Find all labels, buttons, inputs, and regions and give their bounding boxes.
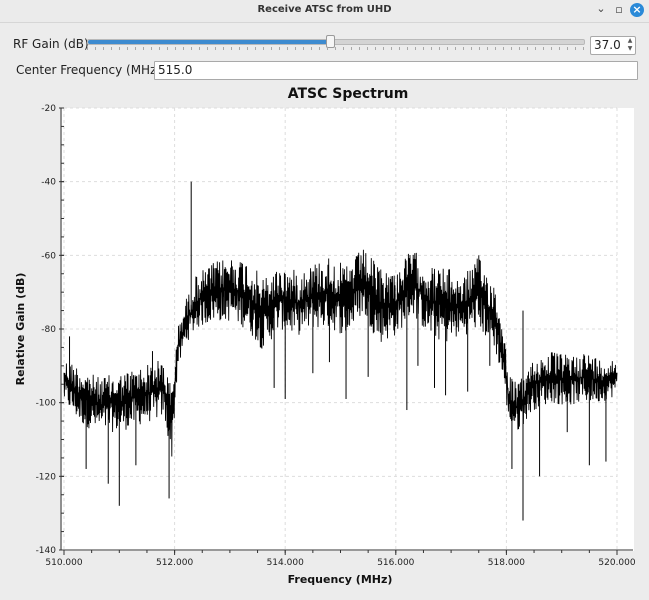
plot-axes: 510.000 512.000 514.000 516.000 518.000 520.0… <box>36 104 636 568</box>
rf-gain-value[interactable]: 37.0 <box>594 38 621 52</box>
y-tick-label: -80 <box>41 325 56 335</box>
window-title: Receive ATSC from UHD <box>257 4 392 15</box>
x-tick-label: 516.000 <box>377 558 414 568</box>
x-tick-label: 510.000 <box>45 558 82 568</box>
y-tick-label: -100 <box>36 399 57 409</box>
title-bar: Receive ATSC from UHD ⌄ ▫ × <box>0 0 649 23</box>
spin-up-icon[interactable]: ▲ <box>627 37 633 44</box>
x-tick-label: 512.000 <box>156 558 193 568</box>
y-tick-label: -60 <box>41 251 56 261</box>
rf-gain-spinbox[interactable]: 37.0 ▲ ▼ <box>590 36 636 55</box>
center-frequency-label: Center Frequency (MHz): <box>16 63 166 77</box>
x-tick-label: 520.000 <box>598 558 635 568</box>
x-tick-label: 514.000 <box>267 558 304 568</box>
chart-title: ATSC Spectrum <box>288 86 409 102</box>
close-icon[interactable]: × <box>630 3 644 17</box>
x-tick-label: 518.000 <box>488 558 525 568</box>
rf-gain-label: RF Gain (dB) <box>13 37 89 51</box>
spin-arrows[interactable]: ▲ ▼ <box>626 37 634 54</box>
x-axis-label: Frequency (MHz) <box>288 573 393 586</box>
spectrum-plot: 510.000 512.000 514.000 516.000 518.000 520.0… <box>14 86 636 586</box>
y-axis-label: Relative Gain (dB) <box>14 273 27 386</box>
rf-gain-slider-fill <box>88 40 332 44</box>
rf-gain-slider[interactable] <box>87 39 585 45</box>
maximize-icon[interactable]: ▫ <box>615 3 623 16</box>
center-frequency-input[interactable]: 515.0 <box>154 61 638 80</box>
rf-gain-slider-ticks <box>87 47 585 50</box>
y-tick-label: -120 <box>36 472 57 482</box>
spectrum-line <box>63 249 618 457</box>
y-tick-label: -20 <box>41 104 56 114</box>
minimize-icon[interactable]: ⌄ <box>596 2 606 15</box>
spectrum-trace <box>63 181 618 521</box>
y-tick-label: -140 <box>36 546 57 556</box>
spin-down-icon[interactable]: ▼ <box>627 45 633 52</box>
y-tick-label: -40 <box>41 178 56 188</box>
